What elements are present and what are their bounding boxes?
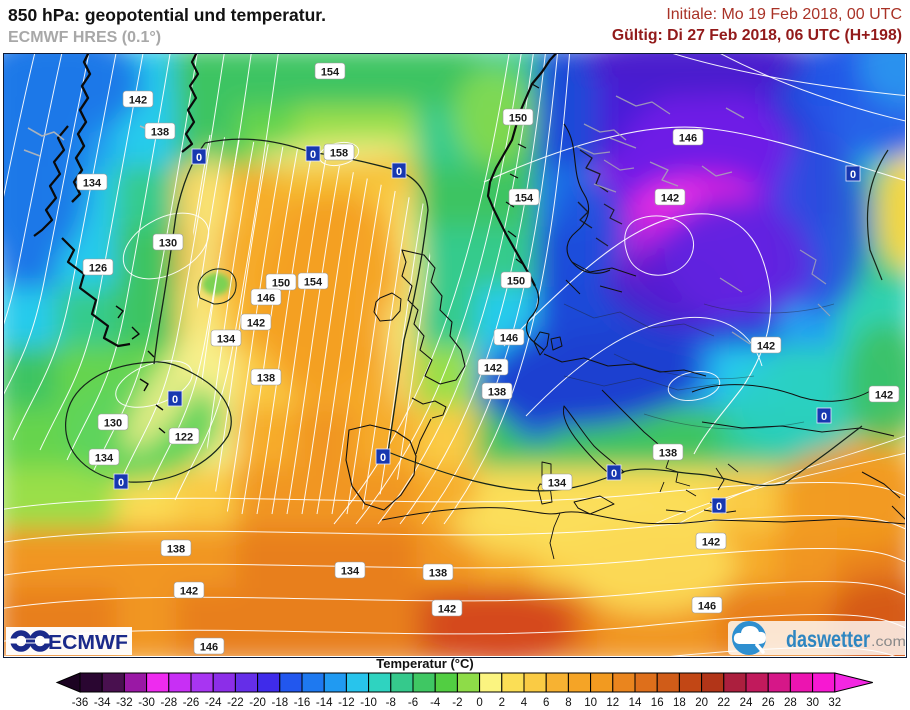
svg-text:138: 138 [166, 543, 184, 555]
svg-text:138: 138 [428, 567, 446, 579]
svg-text:138: 138 [658, 447, 676, 459]
svg-text:20: 20 [695, 697, 708, 709]
svg-text:22: 22 [717, 697, 730, 709]
svg-text:138: 138 [150, 126, 168, 138]
svg-text:154: 154 [514, 192, 533, 204]
svg-text:146: 146 [199, 641, 217, 653]
svg-text:154: 154 [320, 66, 339, 78]
svg-text:-18: -18 [271, 697, 288, 709]
svg-text:134: 134 [216, 333, 235, 345]
svg-text:-32: -32 [116, 697, 133, 709]
svg-text:6: 6 [543, 697, 549, 709]
svg-text:-6: -6 [408, 697, 418, 709]
svg-text:-22: -22 [227, 697, 244, 709]
svg-text:134: 134 [547, 477, 566, 489]
svg-text:-24: -24 [205, 697, 222, 709]
svg-text:142: 142 [756, 340, 774, 352]
svg-text:8: 8 [565, 697, 571, 709]
svg-text:130: 130 [158, 237, 176, 249]
svg-text:0: 0 [195, 152, 201, 164]
svg-text:-30: -30 [138, 697, 155, 709]
svg-text:.com: .com [871, 633, 905, 649]
svg-text:150: 150 [506, 275, 524, 287]
svg-text:146: 146 [678, 132, 696, 144]
svg-text:134: 134 [94, 452, 113, 464]
svg-text:-34: -34 [94, 697, 111, 709]
svg-text:-16: -16 [294, 697, 311, 709]
svg-text:0: 0 [171, 394, 177, 406]
svg-text:24: 24 [740, 697, 753, 709]
svg-text:12: 12 [606, 697, 619, 709]
svg-text:18: 18 [673, 697, 686, 709]
svg-text:ECMWF: ECMWF [48, 631, 128, 654]
svg-text:0: 0 [117, 477, 123, 489]
svg-text:150: 150 [271, 277, 289, 289]
svg-text:142: 142 [874, 389, 892, 401]
svg-text:daswetter: daswetter [786, 626, 870, 652]
svg-text:142: 142 [701, 536, 719, 548]
svg-text:142: 142 [128, 94, 146, 106]
svg-text:0: 0 [309, 149, 315, 161]
svg-text:142: 142 [437, 603, 455, 615]
svg-text:-2: -2 [452, 697, 462, 709]
svg-text:-4: -4 [430, 697, 441, 709]
svg-text:-26: -26 [183, 697, 200, 709]
svg-text:146: 146 [697, 600, 715, 612]
svg-text:-14: -14 [316, 697, 333, 709]
svg-text:0: 0 [610, 468, 616, 480]
svg-text:30: 30 [806, 697, 819, 709]
svg-text:142: 142 [246, 317, 264, 329]
svg-text:0: 0 [715, 501, 721, 513]
svg-text:0: 0 [476, 697, 482, 709]
svg-text:-28: -28 [160, 697, 177, 709]
svg-text:142: 142 [179, 585, 197, 597]
svg-text:138: 138 [256, 372, 274, 384]
svg-text:-8: -8 [386, 697, 396, 709]
svg-text:138: 138 [487, 386, 505, 398]
svg-text:-10: -10 [360, 697, 377, 709]
svg-text:0: 0 [379, 452, 385, 464]
svg-text:0: 0 [395, 166, 401, 178]
svg-text:134: 134 [82, 177, 101, 189]
svg-text:-36: -36 [72, 697, 89, 709]
svg-text:154: 154 [303, 276, 322, 288]
svg-text:16: 16 [651, 697, 664, 709]
svg-text:2: 2 [499, 697, 505, 709]
svg-text:0: 0 [820, 411, 826, 423]
svg-text:-12: -12 [338, 697, 355, 709]
svg-text:28: 28 [784, 697, 797, 709]
svg-text:32: 32 [828, 697, 841, 709]
svg-text:146: 146 [256, 292, 274, 304]
svg-text:150: 150 [508, 112, 526, 124]
svg-text:158: 158 [329, 147, 347, 159]
svg-text:122: 122 [174, 431, 192, 443]
svg-text:142: 142 [660, 192, 678, 204]
svg-text:26: 26 [762, 697, 775, 709]
svg-text:14: 14 [629, 697, 642, 709]
svg-text:142: 142 [483, 362, 501, 374]
svg-text:126: 126 [88, 262, 106, 274]
svg-text:-20: -20 [249, 697, 266, 709]
svg-text:130: 130 [103, 417, 121, 429]
svg-text:146: 146 [499, 332, 517, 344]
svg-text:4: 4 [521, 697, 528, 709]
svg-text:10: 10 [584, 697, 597, 709]
svg-text:134: 134 [340, 565, 359, 577]
svg-text:0: 0 [849, 169, 855, 181]
